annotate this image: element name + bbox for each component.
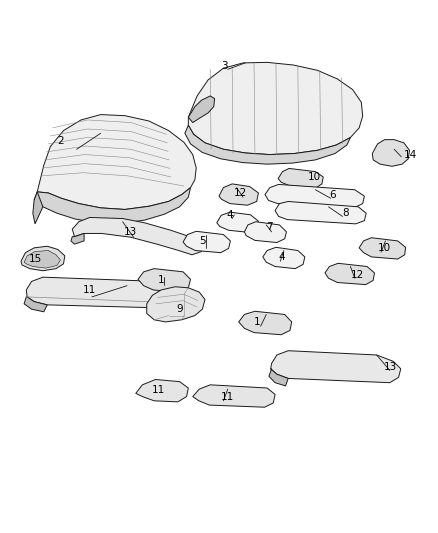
Polygon shape <box>244 222 286 243</box>
Text: 2: 2 <box>57 136 64 146</box>
Text: 15: 15 <box>29 254 42 264</box>
Polygon shape <box>219 184 258 205</box>
Polygon shape <box>147 287 205 322</box>
Polygon shape <box>188 96 215 123</box>
Polygon shape <box>275 201 366 224</box>
Polygon shape <box>24 297 47 312</box>
Text: 1: 1 <box>254 318 261 327</box>
Polygon shape <box>26 277 177 308</box>
Polygon shape <box>359 238 406 259</box>
Polygon shape <box>271 351 401 383</box>
Polygon shape <box>136 379 188 402</box>
Polygon shape <box>193 385 275 407</box>
Polygon shape <box>72 217 204 255</box>
Polygon shape <box>183 231 230 253</box>
Text: 6: 6 <box>329 190 336 199</box>
Text: 5: 5 <box>199 236 206 246</box>
Text: 8: 8 <box>342 208 349 218</box>
Polygon shape <box>217 212 258 232</box>
Text: 4: 4 <box>279 252 286 262</box>
Polygon shape <box>138 269 191 292</box>
Polygon shape <box>263 247 305 269</box>
Polygon shape <box>21 246 65 271</box>
Text: 3: 3 <box>221 61 228 71</box>
Text: 11: 11 <box>221 392 234 401</box>
Text: 10: 10 <box>378 244 391 253</box>
Text: 4: 4 <box>226 211 233 220</box>
Polygon shape <box>33 192 43 224</box>
Polygon shape <box>265 184 364 208</box>
Polygon shape <box>185 125 350 164</box>
Polygon shape <box>269 369 288 386</box>
Text: 12: 12 <box>233 188 247 198</box>
Text: 11: 11 <box>83 286 96 295</box>
Polygon shape <box>372 140 410 166</box>
Text: 13: 13 <box>124 227 137 237</box>
Text: 10: 10 <box>308 172 321 182</box>
Polygon shape <box>34 188 191 223</box>
Text: 1: 1 <box>158 276 165 285</box>
Polygon shape <box>325 263 374 285</box>
Polygon shape <box>71 233 84 244</box>
Polygon shape <box>188 62 363 155</box>
Polygon shape <box>278 168 323 188</box>
Text: 12: 12 <box>350 270 364 280</box>
Text: 13: 13 <box>384 362 397 372</box>
Polygon shape <box>239 311 292 335</box>
Polygon shape <box>37 115 196 209</box>
Text: 11: 11 <box>152 385 165 395</box>
Polygon shape <box>24 251 60 268</box>
Text: 7: 7 <box>265 222 272 232</box>
Text: 14: 14 <box>403 150 417 159</box>
Text: 9: 9 <box>176 304 183 314</box>
